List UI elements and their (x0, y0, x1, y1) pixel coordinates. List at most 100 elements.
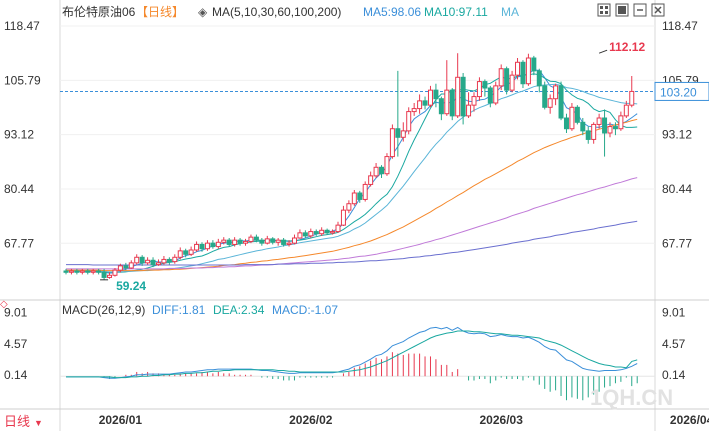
candle[interactable] (444, 60, 450, 116)
candle[interactable] (531, 55, 537, 76)
candle[interactable] (466, 92, 472, 119)
candle[interactable] (150, 257, 156, 268)
candle[interactable] (395, 70, 401, 157)
ma-toggle-icon[interactable]: ◈ (198, 5, 208, 19)
candle[interactable] (384, 153, 390, 176)
candle[interactable] (493, 81, 499, 106)
close-icon[interactable] (651, 3, 665, 17)
candle[interactable] (188, 246, 194, 257)
candle[interactable] (509, 70, 515, 93)
candle[interactable] (232, 237, 238, 247)
candle[interactable] (623, 100, 629, 119)
candle[interactable] (259, 238, 265, 246)
candle[interactable] (308, 228, 314, 239)
candle[interactable] (313, 229, 319, 236)
candle[interactable] (455, 53, 461, 119)
candle[interactable] (536, 68, 542, 93)
candle[interactable] (389, 124, 395, 159)
candle[interactable] (515, 58, 521, 80)
candle[interactable] (215, 238, 221, 249)
candle[interactable] (139, 255, 145, 266)
candle[interactable] (482, 79, 488, 97)
candle[interactable] (406, 107, 412, 135)
candle[interactable] (335, 221, 341, 233)
candle[interactable] (433, 83, 439, 108)
candle[interactable] (379, 165, 385, 179)
candle[interactable] (346, 200, 352, 214)
candle[interactable] (243, 238, 249, 246)
candle[interactable] (362, 181, 368, 202)
period-button-bg[interactable] (0, 411, 45, 431)
candle[interactable] (542, 81, 548, 110)
candle[interactable] (96, 268, 102, 275)
candle[interactable] (400, 122, 406, 142)
candle[interactable] (498, 64, 504, 91)
candle[interactable] (558, 81, 564, 121)
candle[interactable] (368, 171, 374, 187)
candle[interactable] (324, 228, 330, 235)
candle[interactable] (74, 268, 80, 275)
candle[interactable] (449, 88, 455, 121)
candle[interactable] (460, 73, 466, 125)
candle[interactable] (438, 96, 444, 121)
candle[interactable] (101, 268, 107, 281)
candle[interactable] (520, 60, 526, 89)
candle[interactable] (351, 190, 357, 206)
candle[interactable] (553, 83, 559, 106)
candle[interactable] (128, 260, 134, 269)
candle[interactable] (226, 238, 232, 247)
candle[interactable] (253, 234, 259, 243)
candle[interactable] (123, 262, 129, 271)
candle[interactable] (330, 229, 336, 235)
candle[interactable] (547, 94, 553, 114)
minimize-icon[interactable] (633, 3, 647, 17)
candle[interactable] (172, 254, 178, 264)
candle[interactable] (275, 238, 281, 246)
period-button-arrow[interactable]: ▼ (34, 418, 43, 428)
candle[interactable] (476, 77, 482, 101)
candle[interactable] (487, 85, 493, 108)
candle[interactable] (134, 254, 140, 265)
candle[interactable] (286, 240, 292, 247)
candle[interactable] (471, 92, 477, 112)
candle[interactable] (166, 257, 172, 265)
candle[interactable] (194, 241, 200, 252)
candle[interactable] (602, 109, 608, 157)
candle[interactable] (569, 103, 575, 131)
candle[interactable] (237, 238, 243, 246)
candle[interactable] (204, 240, 210, 251)
candle[interactable] (155, 259, 161, 266)
candle[interactable] (107, 272, 113, 279)
candle[interactable] (85, 268, 91, 275)
candle[interactable] (574, 105, 580, 125)
candle[interactable] (612, 122, 618, 136)
candle[interactable] (117, 263, 123, 273)
candle[interactable] (607, 122, 613, 138)
candle[interactable] (504, 66, 510, 95)
candle[interactable] (427, 85, 433, 108)
candle[interactable] (319, 227, 325, 236)
candle[interactable] (281, 238, 287, 247)
candle[interactable] (563, 113, 569, 134)
candle[interactable] (68, 268, 74, 275)
candle[interactable] (79, 268, 85, 275)
grid-icon[interactable] (597, 3, 611, 17)
candle[interactable] (357, 190, 363, 203)
candle[interactable] (177, 247, 183, 260)
candle[interactable] (585, 126, 591, 144)
candle[interactable] (629, 76, 635, 108)
candle[interactable] (112, 268, 118, 277)
candle[interactable] (161, 256, 167, 265)
candle[interactable] (580, 118, 586, 136)
candle[interactable] (302, 230, 308, 239)
candle[interactable] (373, 163, 379, 179)
candle[interactable] (199, 242, 205, 252)
candle[interactable] (525, 53, 531, 86)
candle[interactable] (264, 235, 270, 245)
candle[interactable] (411, 103, 417, 116)
candle[interactable] (221, 237, 227, 245)
candle[interactable] (270, 237, 276, 245)
period-button[interactable]: 日线 (4, 414, 30, 429)
candle[interactable] (591, 122, 597, 144)
